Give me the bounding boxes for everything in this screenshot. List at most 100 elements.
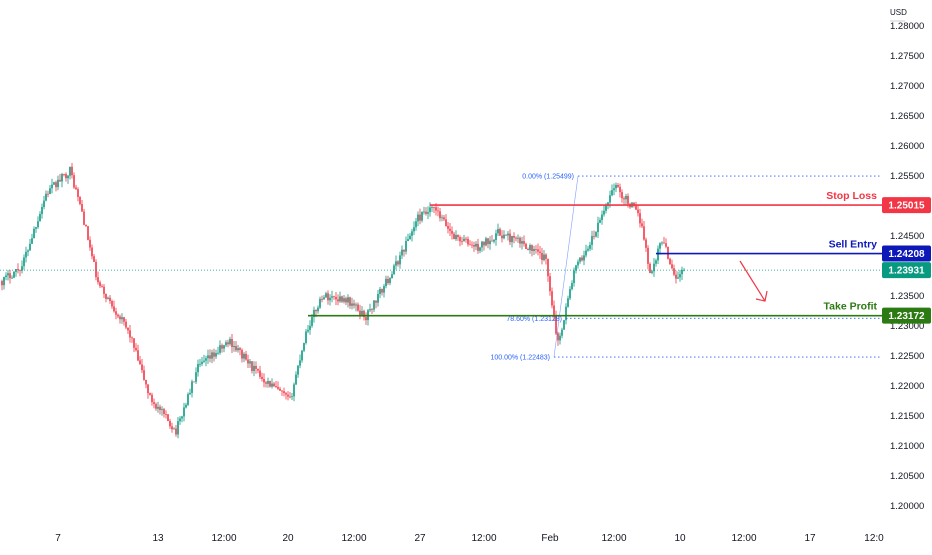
- candle-body: [319, 298, 321, 308]
- candle-body: [655, 260, 657, 264]
- candle-body: [507, 233, 509, 236]
- candle-body: [671, 264, 673, 269]
- candle-body: [623, 198, 625, 200]
- candle-body: [225, 342, 227, 346]
- candle-body: [199, 363, 201, 365]
- price-tag-label: 1.23931: [888, 266, 925, 277]
- candle-body: [621, 192, 623, 199]
- candle-body: [169, 421, 171, 427]
- time-axis[interactable]: 7 13 12:00 20 12:00 27 12:00 Feb 12:00 10 12:00 17 1…: [55, 533, 884, 544]
- candle-body: [125, 321, 127, 328]
- candle-body: [545, 254, 547, 259]
- y-tick-label: 1.23000: [890, 321, 924, 332]
- candle-body: [337, 299, 339, 302]
- candle-body: [451, 230, 453, 234]
- candle-body: [617, 184, 619, 187]
- fib-trend-line: [553, 176, 579, 358]
- candle-body: [145, 379, 147, 385]
- candle-body: [31, 238, 33, 244]
- candle-body: [183, 407, 185, 417]
- candle-body: [73, 175, 75, 188]
- candle-body: [585, 250, 587, 256]
- candle-body: [639, 213, 641, 224]
- candle-body: [481, 241, 483, 248]
- candle-body: [81, 204, 83, 212]
- candle-body: [659, 243, 661, 249]
- candle-body: [351, 303, 353, 306]
- candle-body: [453, 233, 455, 240]
- candle-body: [613, 188, 615, 191]
- candle-body: [123, 317, 125, 322]
- candle-body: [461, 241, 463, 243]
- candle-body: [567, 298, 569, 307]
- candle-body: [489, 240, 491, 245]
- candle-body: [501, 235, 503, 239]
- candle-body: [679, 274, 681, 278]
- y-tick-label: 1.27500: [890, 51, 924, 62]
- candle-body: [383, 286, 385, 293]
- candle-body: [369, 309, 371, 311]
- candle-body: [69, 166, 71, 176]
- candle-body: [665, 243, 667, 247]
- candle-body: [321, 298, 323, 300]
- candle-body: [355, 304, 357, 306]
- candle-body: [387, 278, 389, 284]
- candle-body: [173, 428, 175, 430]
- candle-body: [215, 353, 217, 357]
- candle-body: [127, 327, 129, 331]
- candle-body: [153, 402, 155, 404]
- candle-body: [661, 242, 663, 244]
- candle-body: [301, 350, 303, 361]
- candle-body: [287, 394, 289, 397]
- candle-body: [315, 309, 317, 312]
- price-tag: [882, 262, 931, 279]
- candle-body: [551, 291, 553, 306]
- candle-body: [663, 242, 665, 244]
- candle-body: [485, 238, 487, 246]
- candle-body: [619, 186, 621, 193]
- candle-body: [539, 251, 541, 253]
- candle-body: [9, 273, 11, 279]
- candle-body: [135, 347, 137, 351]
- candle-body: [517, 237, 519, 239]
- candle-body: [177, 421, 179, 435]
- candle-body: [165, 413, 167, 415]
- candle-body: [343, 298, 345, 302]
- level-label: Sell Entry: [829, 239, 878, 251]
- candle-body: [547, 258, 549, 277]
- candle-body: [425, 211, 427, 214]
- candle-body: [413, 227, 415, 232]
- price-tags: 1.25015 1.24208 1.23172 1.23931: [882, 197, 931, 324]
- candle-body: [579, 257, 581, 262]
- candle-body: [25, 251, 27, 258]
- candle-body: [195, 372, 197, 382]
- candle-body: [329, 297, 331, 301]
- candle-body: [405, 241, 407, 252]
- price-tag: [882, 245, 931, 262]
- candle-body: [331, 296, 333, 298]
- candle-body: [373, 300, 375, 310]
- candle-body: [33, 228, 35, 239]
- candle-body: [577, 261, 579, 266]
- candle-body: [537, 249, 539, 252]
- candle-body: [637, 209, 639, 214]
- candle-body: [111, 301, 113, 307]
- candle-body: [509, 233, 511, 243]
- candle-body: [647, 247, 649, 264]
- candle-body: [185, 404, 187, 408]
- candle-body: [653, 263, 655, 272]
- candle-body: [375, 300, 377, 303]
- candle-body: [593, 236, 595, 237]
- candle-body: [437, 210, 439, 212]
- candle-body: [245, 353, 247, 360]
- candle-body: [247, 359, 249, 364]
- y-tick-label: 1.23500: [890, 291, 924, 302]
- candle-body: [385, 278, 387, 287]
- candle-body: [439, 211, 441, 219]
- candle-body: [587, 248, 589, 251]
- y-tick-label: 1.27000: [890, 81, 924, 92]
- candle-body: [139, 360, 141, 365]
- candle-body: [47, 193, 49, 195]
- candle-body: [427, 212, 429, 214]
